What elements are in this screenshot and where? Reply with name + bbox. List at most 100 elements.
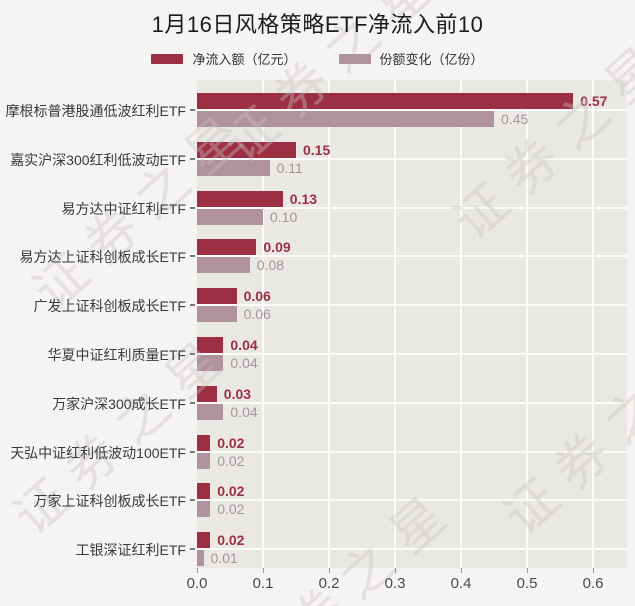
y-tick [190, 157, 195, 160]
share-change-bar [197, 306, 237, 323]
y-tick [190, 548, 195, 551]
category-label: 摩根标普港股通低波红利ETF [5, 103, 186, 119]
bar-row: 0.03 0.04 [197, 373, 627, 422]
share-change-value: 0.04 [230, 403, 258, 420]
share-change-bar [197, 257, 250, 274]
x-tick [329, 568, 330, 573]
share-change-bar [197, 452, 211, 469]
category-label: 华夏中证红利质量ETF [47, 347, 186, 363]
category-label: 易方达上证科创板成长ETF [19, 249, 186, 266]
x-tick [197, 568, 198, 573]
y-tick [190, 353, 195, 355]
gridline-x-0.3 [394, 80, 396, 568]
bar-row: 0.09 0.08 [197, 226, 627, 275]
x-tick-label: 0.0 [186, 575, 208, 592]
net-inflow-bar [197, 532, 211, 549]
chart-legend: 净流入额（亿元） 份额变化（亿份） [0, 49, 635, 68]
net-inflow-value: 0.03 [223, 385, 252, 402]
legend-item-net-inflow: 净流入额（亿元） [151, 49, 297, 68]
y-tick [190, 255, 195, 258]
net-inflow-bar [197, 337, 224, 353]
x-tick-label: 0.6 [582, 575, 604, 592]
category-label: 天弘中证红利低波动100ETF [10, 444, 186, 461]
share-change-value: 0.08 [256, 257, 285, 274]
x-tick [395, 568, 396, 573]
share-change-bar [197, 355, 224, 371]
net-inflow-bar [197, 288, 237, 305]
x-tick-label: 0.1 [252, 575, 274, 592]
x-tick-label: 0.5 [516, 575, 538, 592]
y-tick [190, 401, 195, 404]
net-inflow-bar [197, 385, 217, 402]
gridline-y [197, 548, 627, 551]
bar-row: 0.57 0.45 [197, 80, 627, 129]
gridline-y [197, 255, 627, 258]
gridline-y [197, 401, 627, 404]
gridline-x-0.1 [262, 80, 264, 568]
net-inflow-bar [197, 93, 574, 109]
gridline-y [197, 450, 627, 453]
net-inflow-bar [197, 483, 211, 500]
x-tick-label: 0.3 [384, 575, 406, 592]
net-inflow-value: 0.02 [217, 532, 245, 549]
category-label: 工银深证红利ETF [75, 542, 186, 559]
share-change-value: 0.45 [501, 111, 529, 127]
category-label: 广发上证科创板成长ETF [33, 298, 186, 315]
category-label: 万家上证科创板成长ETF [33, 493, 186, 510]
gridline-y [197, 109, 627, 111]
share-change-value: 0.11 [276, 159, 303, 176]
y-tick [190, 109, 195, 111]
x-tick [593, 568, 594, 573]
chart-title: 1月16日风格策略ETF净流入前10 [151, 12, 484, 37]
share-change-bar [197, 550, 204, 567]
net-inflow-value: 0.06 [243, 288, 271, 305]
share-change-value: 0.06 [243, 306, 271, 323]
x-tick-label: 0.4 [450, 575, 472, 592]
gridline-y [197, 499, 627, 502]
legend-swatch-net-inflow [151, 53, 184, 64]
category-label: 易方达中证红利ETF [61, 200, 186, 217]
net-inflow-value: 0.04 [230, 337, 258, 353]
legend-swatch-share-change [338, 53, 371, 64]
y-tick [190, 304, 195, 307]
bar-row: 0.02 0.02 [197, 422, 627, 471]
share-change-bar [197, 159, 270, 176]
gridline-y [197, 206, 627, 209]
net-inflow-value: 0.57 [580, 93, 608, 109]
share-change-value: 0.10 [270, 208, 298, 225]
bar-row: 0.06 0.06 [197, 275, 627, 324]
gridline-x-0.5 [526, 80, 528, 568]
gridline-y [197, 304, 627, 307]
net-inflow-bar [197, 434, 211, 451]
y-tick [190, 499, 195, 502]
net-inflow-value: 0.15 [303, 141, 331, 158]
x-tick [461, 568, 462, 573]
share-change-value: 0.02 [217, 452, 245, 469]
share-change-bar [197, 111, 494, 127]
share-change-bar [197, 403, 224, 420]
category-label: 万家沪深300成长ETF [52, 395, 186, 412]
share-change-value: 0.01 [210, 550, 238, 567]
net-inflow-value: 0.09 [263, 239, 291, 256]
net-inflow-value: 0.02 [217, 434, 245, 451]
x-tick [527, 568, 528, 573]
category-label: 嘉实沪深300红利低波动ETF [10, 151, 186, 168]
bar-row: 0.15 0.11 [197, 129, 627, 178]
y-tick [190, 206, 195, 209]
net-inflow-bar [197, 141, 296, 158]
legend-label-share-change: 份额变化（亿份） [379, 52, 484, 67]
share-change-bar [197, 501, 211, 518]
plot-area: 0.57 0.45 0.15 0.11 0.13 0.10 0.09 0.08 0.06 0.06… [197, 80, 627, 568]
bar-row: 0.02 0.01 [197, 519, 627, 568]
x-tick [263, 568, 264, 573]
gridline-x-0.2 [328, 80, 330, 568]
share-change-bar [197, 208, 263, 225]
bar-row: 0.02 0.02 [197, 470, 627, 519]
legend-item-share-change: 份额变化（亿份） [338, 49, 484, 68]
bar-row: 0.04 0.04 [197, 324, 627, 373]
gridline-y [197, 353, 627, 355]
net-inflow-value: 0.02 [217, 483, 245, 500]
y-tick [190, 450, 195, 453]
gridline-x-0.6 [592, 80, 594, 568]
